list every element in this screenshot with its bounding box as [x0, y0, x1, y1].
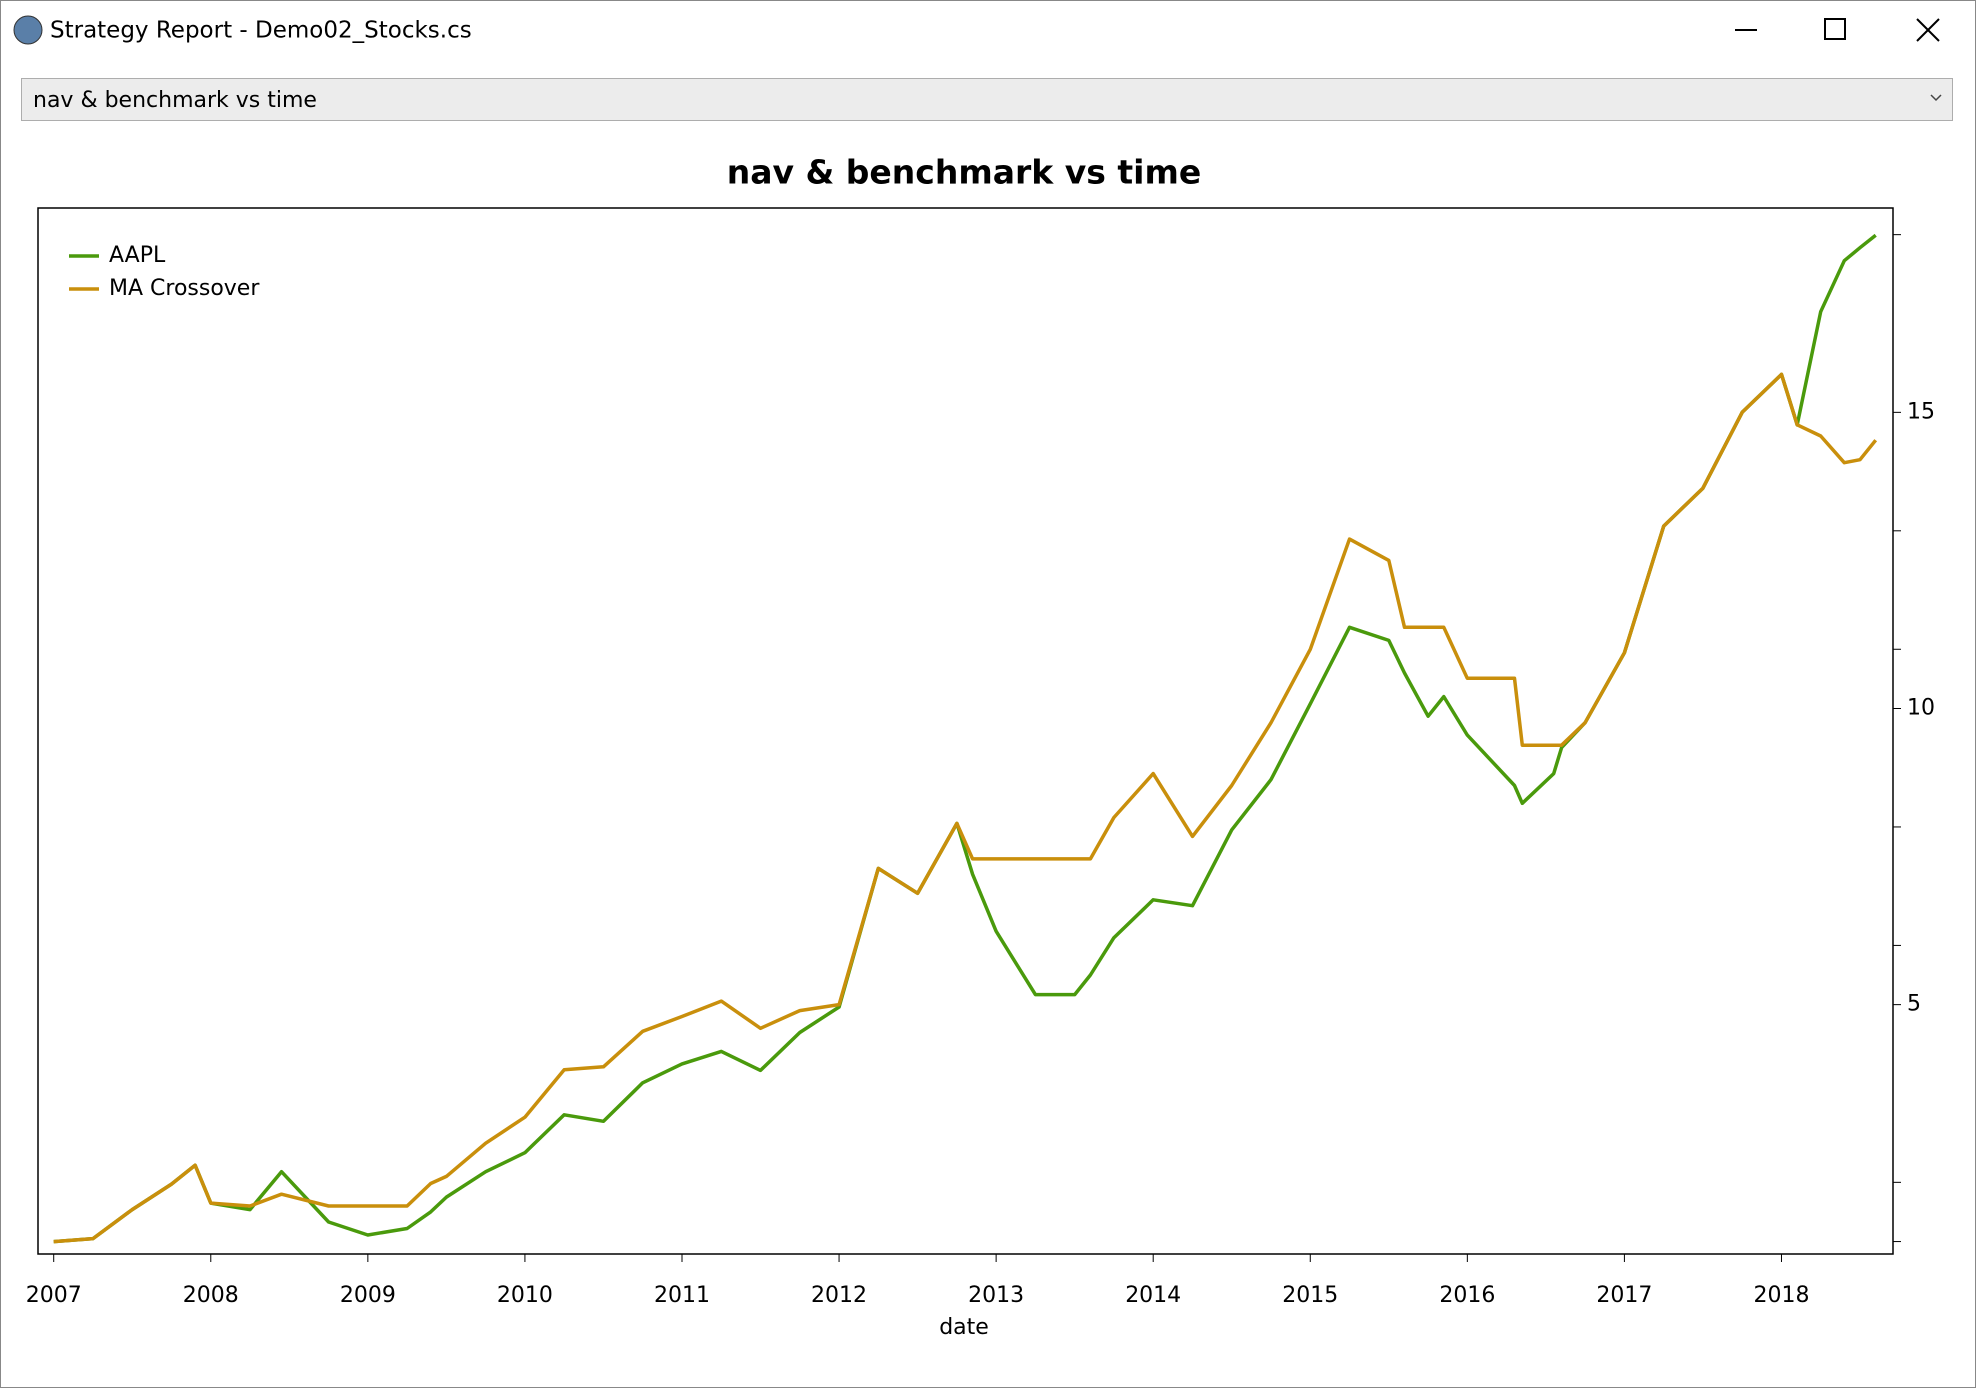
legend-label: MA Crossover: [109, 276, 260, 301]
x-tick-label: 2009: [340, 1283, 396, 1308]
dropdown-text: nav & benchmark vs time: [33, 88, 317, 113]
window-title: Strategy Report - Demo02_Stocks.cs: [50, 18, 472, 44]
chart-title: nav & benchmark vs time: [727, 153, 1201, 192]
x-tick-label: 2013: [968, 1283, 1024, 1308]
x-tick-label: 2016: [1439, 1283, 1495, 1308]
y-tick-label: 15: [1907, 399, 1935, 424]
x-axis-label: date: [939, 1315, 989, 1340]
x-tick-label: 2018: [1753, 1283, 1809, 1308]
x-tick-label: 2007: [26, 1283, 82, 1308]
x-tick-label: 2011: [654, 1283, 710, 1308]
dropdown[interactable]: [21, 78, 1953, 121]
x-tick-label: 2012: [811, 1283, 867, 1308]
series-line: [53, 372, 1878, 1244]
x-tick-label: 2015: [1282, 1283, 1338, 1308]
y-tick-label: 5: [1907, 992, 1921, 1017]
x-tick-label: 2008: [183, 1283, 239, 1308]
close-button[interactable]: [1916, 18, 1940, 42]
plot-frame: [37, 207, 1894, 1255]
x-tick-label: 2017: [1596, 1283, 1652, 1308]
x-tick-label: 2010: [497, 1283, 553, 1308]
maximize-button[interactable]: [1824, 18, 1846, 40]
dropdown-arrow: [1930, 94, 1942, 102]
x-tick-label: 2014: [1125, 1283, 1181, 1308]
legend-label: AAPL: [109, 243, 166, 268]
y-tick-label: 10: [1907, 695, 1935, 720]
app-icon: [13, 15, 43, 45]
